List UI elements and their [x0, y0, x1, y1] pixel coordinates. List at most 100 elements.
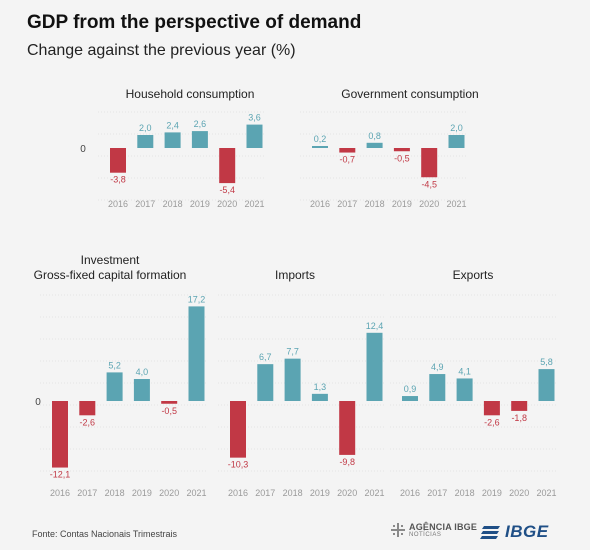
data-label: 0,2 [314, 134, 327, 144]
chart-title: Investment [81, 253, 140, 267]
bar-2017 [429, 374, 446, 401]
data-label: 4,9 [431, 362, 444, 372]
data-label: -0,5 [161, 406, 177, 416]
tick-label: 2021 [186, 488, 206, 498]
bar-2020 [339, 401, 356, 455]
bar-2017 [339, 148, 356, 153]
tick-label: 2018 [163, 199, 183, 209]
tick-label: 2020 [217, 199, 237, 209]
data-label: 0,8 [368, 131, 381, 141]
chart-panel-5: Exports 0,9 2016 4,9 2017 4,1 2018 -2,6 2019 -1,8… [390, 268, 558, 498]
bar-2018 [366, 142, 383, 148]
tick-label: 2017 [77, 488, 97, 498]
tick-label: 2018 [283, 488, 303, 498]
tick-label: 2016 [400, 488, 420, 498]
data-label: 4,0 [136, 367, 149, 377]
bar-2018 [106, 372, 123, 401]
data-label: 2,0 [139, 123, 152, 133]
data-label: -10,3 [228, 460, 249, 470]
bar-2017 [257, 364, 274, 401]
data-label: -3,8 [110, 175, 126, 185]
tick-label: 2016 [50, 488, 70, 498]
data-label: 17,2 [188, 294, 206, 304]
agencia-logo-subtext: NOTÍCIAS [409, 531, 442, 538]
data-label: 3,6 [248, 113, 261, 123]
data-label: 6,7 [259, 352, 272, 362]
bar-2018 [164, 132, 181, 148]
agencia-logo-icon [390, 522, 406, 538]
data-label: 2,0 [450, 123, 463, 133]
source-note: Fonte: Contas Nacionais Trimestrais [32, 529, 178, 539]
bar-2019 [393, 148, 410, 152]
page-subtitle: Change against the previous year (%) [27, 42, 296, 59]
data-label: -12,1 [50, 470, 71, 480]
data-label: -5,4 [219, 185, 235, 195]
tick-label: 2021 [364, 488, 384, 498]
ibge-logo: IBGE [480, 522, 549, 542]
bar-2018 [456, 378, 473, 401]
data-label: 5,8 [540, 357, 553, 367]
bar-2016 [230, 401, 246, 458]
data-label: -9,8 [339, 457, 355, 467]
ibge-logo-text: IBGE [505, 522, 549, 541]
zero-axis-label: 0 [35, 397, 41, 408]
bar-2020 [219, 148, 236, 184]
tick-label: 2016 [228, 488, 248, 498]
data-label: -1,8 [511, 413, 527, 423]
bar-2020 [511, 401, 528, 411]
data-label: 2,6 [194, 119, 207, 129]
tick-label: 2021 [244, 199, 264, 209]
ibge-logo-icon [480, 526, 500, 539]
bar-2019 [311, 393, 328, 401]
bar-2019 [133, 379, 150, 401]
data-label: 5,2 [108, 360, 121, 370]
tick-label: 2018 [455, 488, 475, 498]
tick-label: 2017 [337, 199, 357, 209]
tick-label: 2020 [419, 199, 439, 209]
agencia-logo-text: AGÊNCIA IBGE [409, 521, 478, 532]
tick-label: 2020 [159, 488, 179, 498]
data-label: -2,6 [484, 417, 500, 427]
bar-2019 [191, 131, 208, 148]
tick-label: 2018 [105, 488, 125, 498]
tick-label: 2017 [135, 199, 155, 209]
data-label: -0,7 [340, 155, 356, 165]
tick-label: 2019 [310, 488, 330, 498]
bar-2018 [284, 358, 301, 401]
bar-2021 [366, 332, 383, 401]
chart-title: Imports [275, 268, 315, 282]
data-label: 4,1 [458, 366, 471, 376]
page-title: GDP from the perspective of demand [27, 12, 362, 33]
bar-2020 [421, 148, 438, 178]
data-label: 0,9 [404, 384, 417, 394]
bar-2021 [246, 124, 263, 148]
zero-axis-label: 0 [80, 144, 86, 155]
chart-title: Exports [453, 268, 494, 282]
bar-2017 [137, 135, 154, 148]
tick-label: 2018 [365, 199, 385, 209]
tick-label: 2019 [392, 199, 412, 209]
data-label: 1,3 [314, 382, 327, 392]
bar-2016 [52, 401, 68, 468]
bar-2021 [538, 369, 555, 401]
bar-2021 [188, 306, 205, 401]
bar-2016 [402, 396, 418, 401]
tick-label: 2016 [310, 199, 330, 209]
tick-label: 2020 [509, 488, 529, 498]
bar-2017 [79, 401, 96, 416]
bar-2016 [312, 146, 328, 148]
agencia-ibge-logo: AGÊNCIA IBGE NOTÍCIAS [390, 522, 477, 538]
data-label: 12,4 [366, 321, 384, 331]
chart-panel-1: Household consumption 0 -3,8 2016 2,0 2017 2,4… [80, 87, 266, 209]
data-label: -0,5 [394, 153, 410, 163]
bar-2020 [161, 401, 178, 404]
bar-2016 [110, 148, 126, 173]
tick-label: 2020 [337, 488, 357, 498]
chart-title: Government consumption [341, 87, 478, 101]
tick-label: 2017 [427, 488, 447, 498]
tick-label: 2016 [108, 199, 128, 209]
chart-subtitle: Gross-fixed capital formation [34, 268, 187, 282]
tick-label: 2017 [255, 488, 275, 498]
data-label: 2,4 [166, 120, 179, 130]
